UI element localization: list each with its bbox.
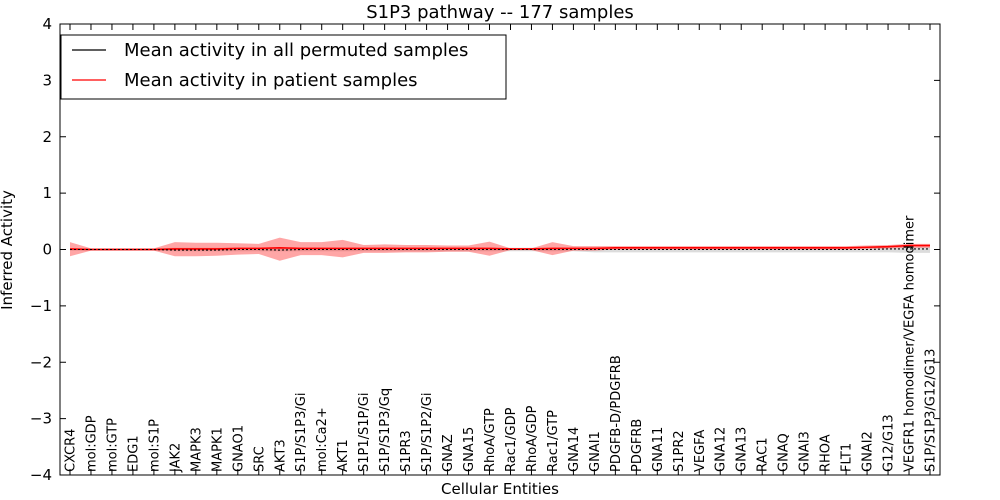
legend-box — [60, 34, 507, 100]
x-tick-label: S1P1/S1P/Gi — [357, 393, 372, 472]
x-tick-label: GNAZ — [441, 434, 456, 472]
y-tick-label: −3 — [30, 410, 52, 428]
x-tick-label: Rac1/GTP — [546, 410, 561, 472]
legend-label-patient: Mean activity in patient samples — [124, 70, 418, 91]
y-tick-label: −1 — [30, 297, 52, 315]
x-tick-label: MAPK3 — [189, 427, 204, 472]
legend-label-permuted: Mean activity in all permuted samples — [124, 40, 468, 61]
x-tick-label: GNA13 — [735, 427, 750, 472]
y-tick-label: −4 — [30, 466, 52, 484]
x-tick-label: EDG1 — [126, 435, 141, 472]
x-tick-label: SRC — [252, 446, 267, 472]
x-tick-label: VEGFA — [693, 430, 708, 472]
y-tick-label: 4 — [42, 15, 52, 33]
y-axis: 4 3 2 1 0 −1 −2 −3 −4 — [30, 15, 940, 484]
x-tick-label: JAK2 — [168, 443, 183, 473]
x-tick-label: GNA11 — [651, 427, 666, 472]
x-tick-label: GNAQ — [777, 433, 792, 472]
x-tick-label: AKT1 — [336, 439, 351, 472]
legend: Mean activity in all permuted samples Me… — [60, 34, 507, 100]
x-axis: CXCR4 mol:GDP mol:GTP EDG1 mol:S1P JAK2 MAPK3 M… — [64, 24, 939, 475]
x-tick-label: G12/G13 — [882, 414, 897, 472]
chart-title: S1P3 pathway -- 177 samples — [366, 2, 634, 23]
permuted-mean-line — [70, 248, 930, 251]
x-tick-label: mol:Ca2+ — [315, 407, 330, 472]
x-tick-label: S1PR3 — [399, 430, 414, 472]
x-tick-label: GNAI2 — [861, 431, 876, 472]
x-tick-label: Rac1/GDP — [504, 407, 519, 472]
y-tick-label: −2 — [30, 353, 52, 371]
x-tick-label: GNA12 — [714, 427, 729, 472]
x-tick-label: GNA14 — [567, 427, 582, 472]
x-tick-label: CXCR4 — [64, 429, 79, 472]
x-tick-label: GNAI1 — [588, 431, 603, 472]
x-tick-label: S1P/S1P3/Gi — [294, 393, 309, 472]
y-tick-label: 3 — [42, 71, 52, 89]
y-tick-label: 0 — [42, 241, 52, 259]
x-tick-label: GNAO1 — [231, 425, 246, 472]
y-tick-label: 2 — [42, 128, 52, 146]
x-axis-label: Cellular Entities — [441, 480, 559, 498]
patient-mean-line — [69, 244, 930, 251]
y-axis-label: Inferred Activity — [0, 190, 16, 310]
x-tick-label: S1P/S1P3/G12/G13 — [924, 349, 939, 472]
x-tick-label: VEGFR1 homodimer/VEGFA homodimer — [903, 215, 918, 472]
y-tick-label: 1 — [42, 184, 52, 202]
x-tick-label: RHOA — [819, 434, 834, 472]
x-tick-label: RhoA/GDP — [525, 405, 540, 472]
x-tick-label: mol:GTP — [105, 418, 120, 472]
x-tick-label: S1P/S1P2/Gi — [420, 393, 435, 472]
lines-layer — [69, 244, 930, 251]
x-tick-label: AKT3 — [273, 439, 288, 472]
x-tick-label: RAC1 — [756, 437, 771, 472]
x-tick-label: mol:GDP — [84, 415, 99, 472]
x-tick-label: S1PR2 — [672, 430, 687, 472]
x-tick-label: FLT1 — [840, 443, 855, 472]
x-tick-label: GNA15 — [462, 427, 477, 472]
x-tick-label: RhoA/GTP — [483, 408, 498, 472]
x-tick-label: GNAI3 — [798, 431, 813, 472]
x-tick-label: PDGFB-D/PDGFRB — [609, 355, 624, 472]
x-tick-label: S1P/S1P3/Gq — [378, 388, 393, 472]
x-tick-label: PDGFRB — [630, 419, 645, 472]
x-tick-label: mol:S1P — [147, 419, 162, 472]
x-tick-label: MAPK1 — [210, 427, 225, 472]
